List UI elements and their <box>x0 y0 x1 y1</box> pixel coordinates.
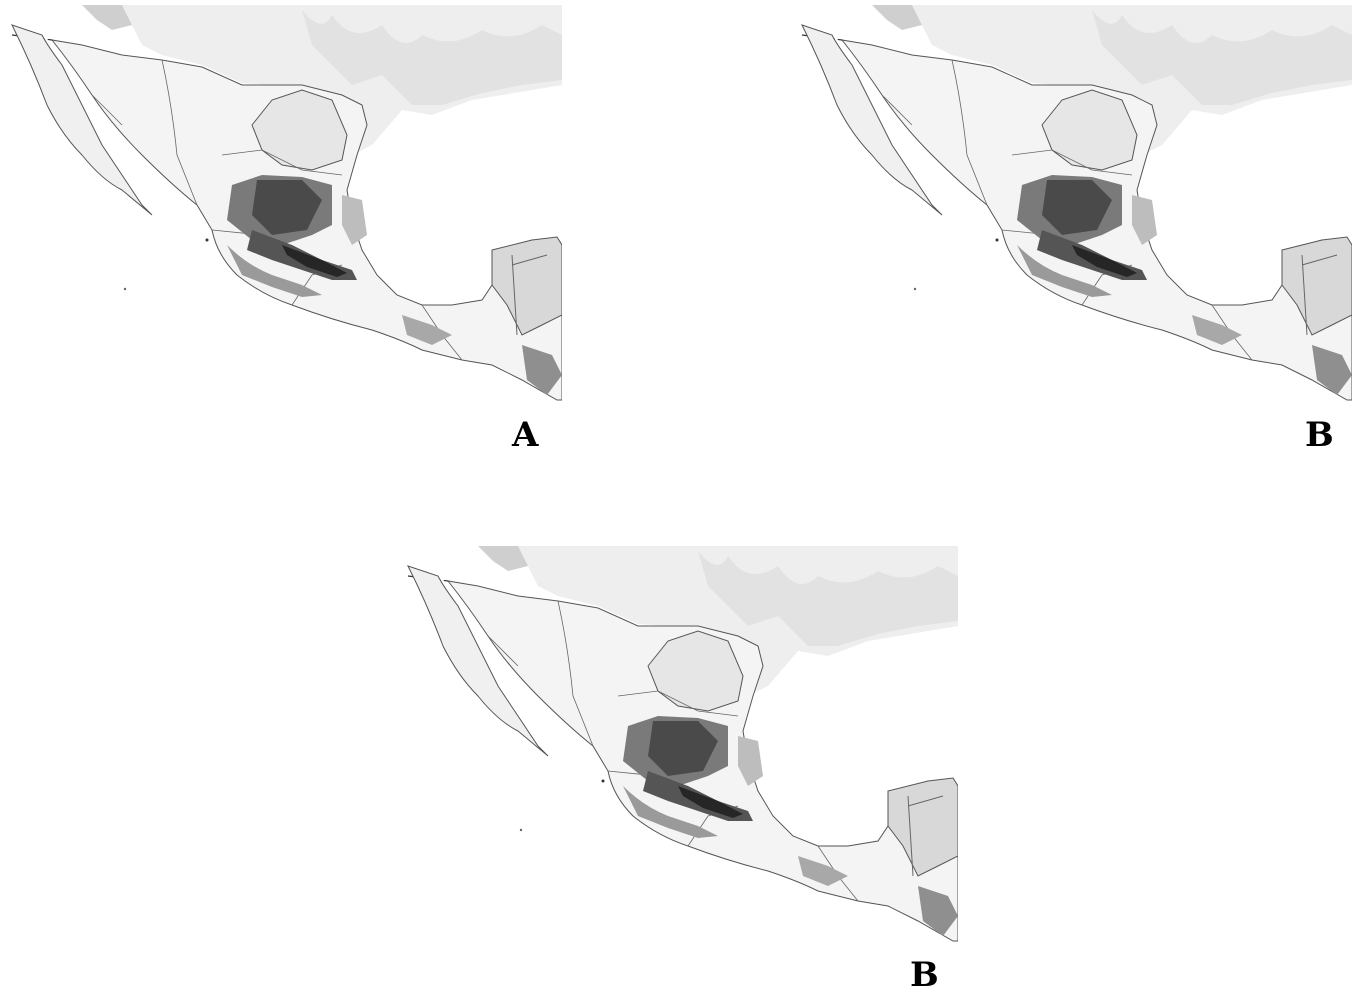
mexico-map-b <box>801 5 1352 401</box>
map-panel-b-lower <box>398 546 958 946</box>
panel-label-b: B <box>1305 415 1334 455</box>
map-panel-b <box>792 5 1352 405</box>
map-panel-a <box>2 5 562 405</box>
mexico-map-b-lower <box>407 546 958 942</box>
panel-label-b-lower: B <box>910 955 939 995</box>
panel-label-a: A <box>512 415 539 455</box>
mexico-map-a <box>11 5 562 401</box>
